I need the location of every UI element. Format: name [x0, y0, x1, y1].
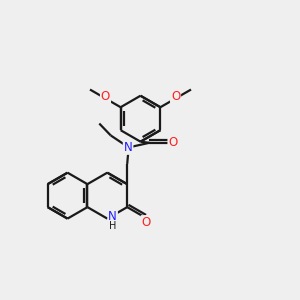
Text: O: O	[101, 90, 110, 103]
Text: O: O	[168, 136, 178, 149]
Text: H: H	[109, 221, 116, 231]
Text: N: N	[124, 141, 133, 154]
Text: N: N	[108, 210, 117, 223]
Text: O: O	[142, 216, 151, 229]
Text: O: O	[171, 90, 180, 103]
